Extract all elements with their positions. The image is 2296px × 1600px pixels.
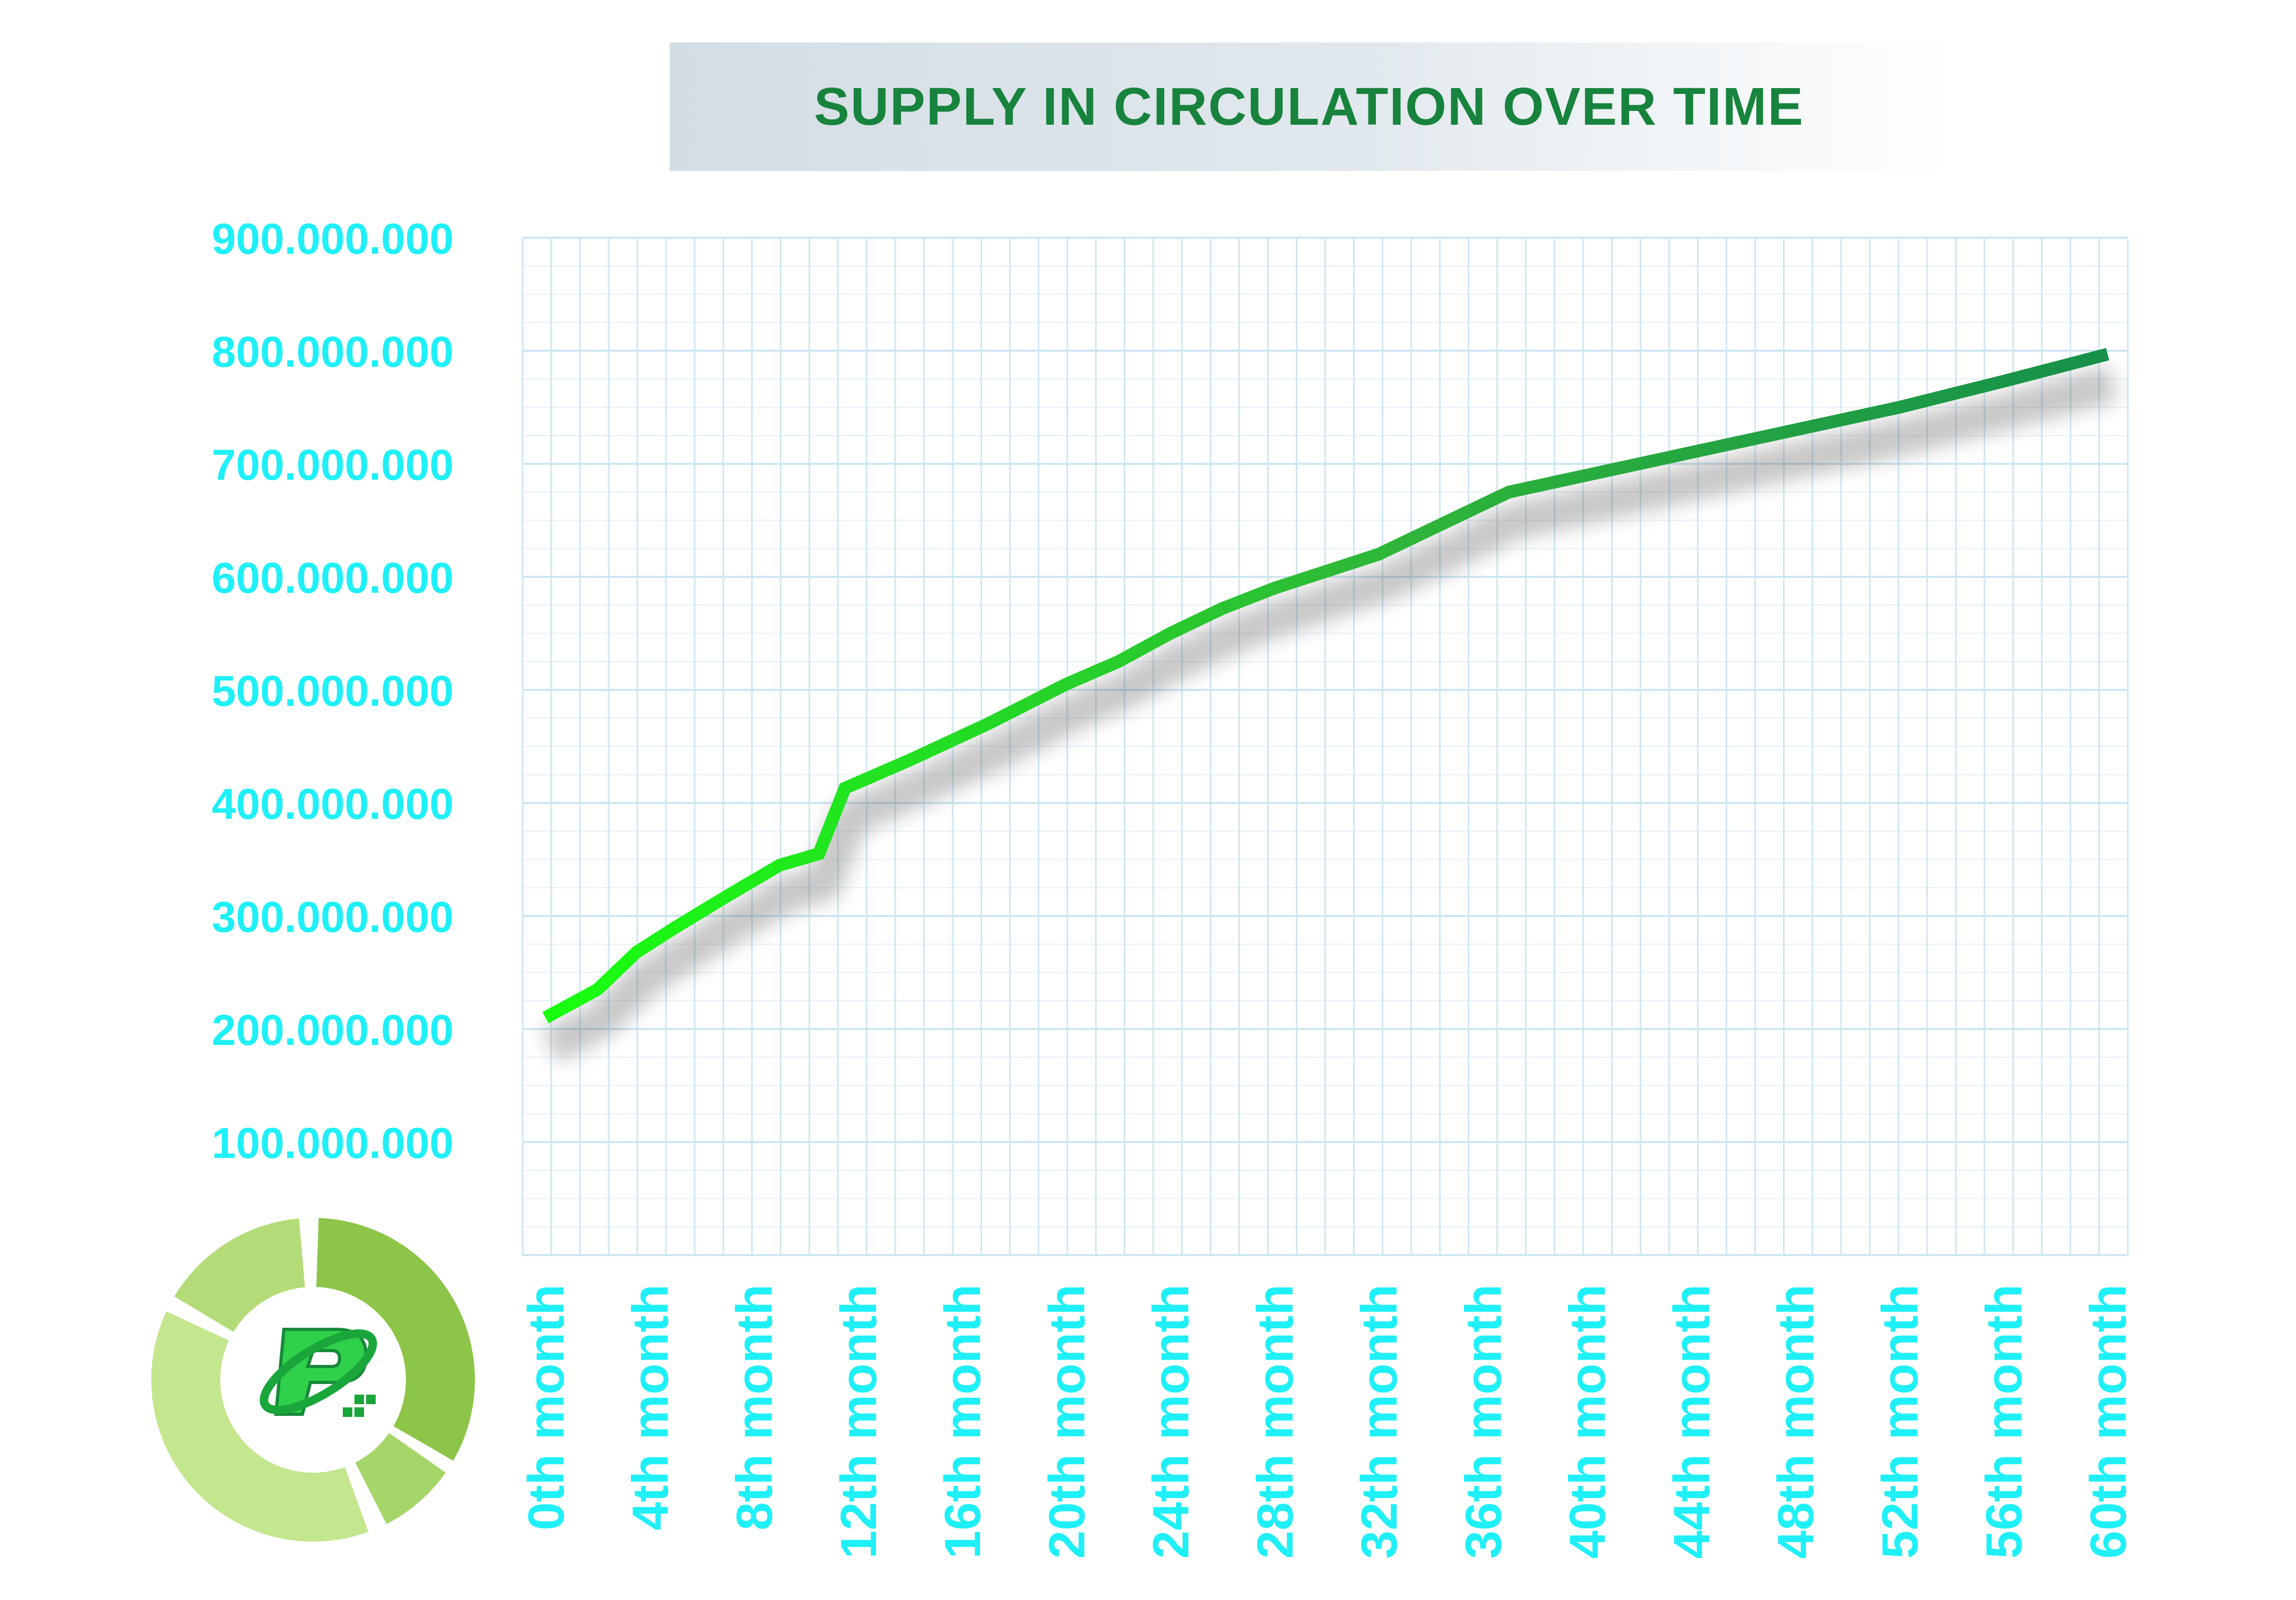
x-tick-label: 56th month — [1976, 1284, 2033, 1559]
series-line — [542, 348, 2110, 1024]
y-axis-ticks: 100.000.000 200.000.000 300.000.000 400.000… — [212, 215, 454, 1167]
x-tick-label: 0th month — [518, 1284, 575, 1530]
brand-orbit-icon — [259, 1329, 377, 1414]
donut-segment — [174, 1218, 305, 1332]
series-line-shadow — [542, 365, 2118, 1063]
x-tick-label: 32th month — [1351, 1284, 1408, 1559]
y-tick-label: 200.000.000 — [212, 1006, 454, 1054]
y-tick-label: 600.000.000 — [212, 554, 454, 602]
x-tick-label: 48th month — [1768, 1284, 1824, 1559]
grid — [522, 237, 2129, 1256]
x-axis-ticks: 0th month 4th month 8th month 12th month 16t… — [518, 1284, 2137, 1559]
x-tick-label: 44th month — [1663, 1284, 1720, 1559]
title-banner: SUPPLY IN CIRCULATION OVER TIME — [670, 42, 1948, 171]
y-tick-label: 300.000.000 — [212, 893, 454, 941]
x-tick-label: 60th month — [2080, 1284, 2137, 1559]
brand-pixel-icon — [366, 1395, 376, 1404]
y-tick-label: 500.000.000 — [212, 667, 454, 715]
series-layer — [542, 348, 2118, 1063]
y-tick-label: 100.000.000 — [212, 1119, 454, 1167]
y-tick-label: 900.000.000 — [212, 215, 454, 263]
brand-pixel-icon — [343, 1407, 352, 1417]
x-tick-label: 4th month — [622, 1284, 679, 1530]
donut-logo — [151, 1218, 475, 1542]
y-tick-label: 400.000.000 — [212, 780, 454, 828]
x-tick-label: 8th month — [726, 1284, 783, 1530]
x-tick-label: 20th month — [1038, 1284, 1095, 1559]
x-tick-label: 52th month — [1872, 1284, 1928, 1559]
chart-title: SUPPLY IN CIRCULATION OVER TIME — [814, 76, 1804, 136]
x-tick-label: 24th month — [1143, 1284, 1200, 1559]
x-tick-label: 16th month — [934, 1284, 991, 1559]
brand-pixel-icon — [354, 1407, 364, 1417]
x-tick-label: 36th month — [1455, 1284, 1512, 1559]
x-tick-label: 28th month — [1247, 1284, 1304, 1559]
y-tick-label: 800.000.000 — [212, 328, 454, 376]
donut-segment — [151, 1311, 369, 1542]
donut-segment — [316, 1218, 475, 1461]
x-tick-label: 12th month — [830, 1284, 887, 1559]
x-tick-label: 40th month — [1559, 1284, 1616, 1559]
y-tick-label: 700.000.000 — [212, 441, 454, 489]
brand-pixel-icon — [354, 1395, 364, 1404]
donut-segment — [355, 1433, 446, 1524]
